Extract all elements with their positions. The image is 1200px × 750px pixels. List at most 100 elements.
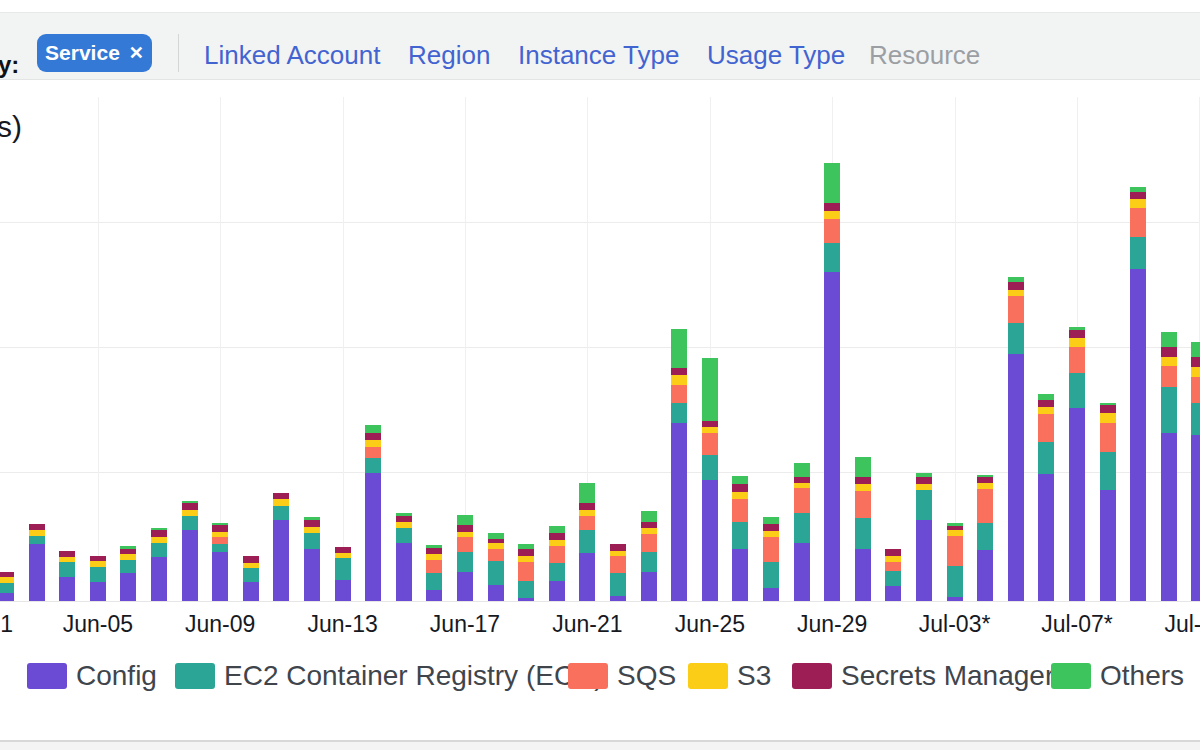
bar-jun-20[interactable]	[549, 526, 565, 601]
chart-title-partial: s)	[0, 110, 22, 144]
s3-segment	[1038, 407, 1054, 414]
x-axis-line	[0, 601, 1200, 602]
ecr-segment	[273, 506, 289, 520]
legend-item-config[interactable]: Config	[27, 660, 157, 692]
bar-jun-23[interactable]	[641, 511, 657, 601]
bar-jul-07[interactable]	[1069, 327, 1085, 601]
s3-segment	[1100, 413, 1116, 423]
ecr-segment	[335, 558, 351, 580]
bar-jun-02[interactable]	[0, 572, 14, 601]
secrets-segment	[855, 477, 871, 484]
bar-jun-09[interactable]	[212, 523, 228, 601]
bar-jun-26[interactable]	[732, 476, 748, 601]
sqs-segment	[1038, 414, 1054, 442]
legend-item-ecr[interactable]: EC2 Container Registry (ECR)	[175, 660, 604, 692]
bar-jun-17[interactable]	[457, 515, 473, 601]
bar-jun-11[interactable]	[273, 493, 289, 601]
config-segment	[855, 549, 871, 601]
others-segment	[732, 476, 748, 484]
bar-jul-10[interactable]	[1161, 332, 1177, 601]
bar-jun-10[interactable]	[243, 556, 259, 601]
sqs-segment	[426, 560, 442, 573]
legend-item-s3[interactable]: S3	[688, 660, 771, 692]
bar-jul-01[interactable]	[885, 549, 901, 601]
bar-jun-13[interactable]	[335, 547, 351, 601]
config-segment	[182, 530, 198, 601]
sqs-segment	[579, 516, 595, 530]
sqs-segment	[1191, 377, 1200, 403]
bar-jul-06[interactable]	[1038, 394, 1054, 601]
bar-jun-08[interactable]	[182, 501, 198, 601]
sqs-segment	[1069, 347, 1085, 373]
config-segment	[488, 585, 504, 601]
bar-jun-30[interactable]	[855, 457, 871, 601]
sqs-segment	[732, 499, 748, 522]
sqs-segment	[947, 536, 963, 566]
bar-jun-29[interactable]	[824, 163, 840, 601]
bar-jun-18[interactable]	[488, 533, 504, 601]
ecr-segment	[732, 522, 748, 549]
vertical-gridline	[343, 97, 344, 601]
secrets-segment	[671, 368, 687, 375]
sqs-segment	[702, 433, 718, 455]
ecr-segment	[1038, 442, 1054, 474]
config-segment	[671, 423, 687, 601]
sqs-segment	[457, 537, 473, 552]
bar-jul-04[interactable]	[977, 475, 993, 601]
bar-jul-02[interactable]	[916, 473, 932, 601]
bar-jun-27[interactable]	[763, 517, 779, 601]
bar-jun-28[interactable]	[794, 463, 810, 601]
bar-jun-24[interactable]	[671, 329, 687, 601]
bar-jun-14[interactable]	[365, 425, 381, 601]
legend-item-secrets[interactable]: Secrets Manager	[792, 660, 1054, 692]
others-segment	[794, 463, 810, 477]
secrets-segment	[1191, 357, 1200, 367]
ecr-segment	[579, 530, 595, 553]
x-tick-jul-11: Jul-11*	[1164, 611, 1200, 638]
bar-jul-11[interactable]	[1191, 342, 1200, 601]
bar-jun-19[interactable]	[518, 544, 534, 601]
others-segment	[365, 425, 381, 433]
secrets-segment	[212, 525, 228, 532]
legend-item-sqs[interactable]: SQS	[568, 660, 676, 692]
config-segment	[212, 552, 228, 601]
legend-item-others[interactable]: Others	[1051, 660, 1184, 692]
bar-jul-03[interactable]	[947, 523, 963, 601]
ecr-segment	[824, 243, 840, 272]
bar-jul-08[interactable]	[1100, 403, 1116, 601]
bar-jun-05[interactable]	[90, 556, 106, 601]
config-segment	[1008, 354, 1024, 601]
others-segment	[641, 511, 657, 522]
secrets-segment	[579, 503, 595, 510]
x-tick-jun-09: Jun-09	[185, 611, 255, 638]
ecr-segment	[396, 528, 412, 543]
bar-jun-06[interactable]	[120, 546, 136, 601]
s3-segment	[732, 492, 748, 499]
ecr-segment	[702, 455, 718, 480]
s3-segment	[824, 211, 840, 219]
x-tick-jun-13: Jun-13	[307, 611, 377, 638]
bar-jun-16[interactable]	[426, 545, 442, 601]
others-segment	[671, 329, 687, 368]
vertical-gridline	[98, 97, 99, 601]
secrets-segment	[1130, 192, 1146, 199]
bar-jul-09[interactable]	[1130, 187, 1146, 601]
ecr-segment	[365, 458, 381, 473]
bar-jun-04[interactable]	[59, 551, 75, 601]
bar-jun-22[interactable]	[610, 544, 626, 601]
bar-jun-12[interactable]	[304, 517, 320, 601]
bar-jul-05[interactable]	[1008, 277, 1024, 601]
sqs-segment	[671, 385, 687, 403]
bar-jun-03[interactable]	[29, 524, 45, 601]
secrets-segment	[916, 477, 932, 484]
sqs-segment	[763, 537, 779, 562]
bar-jun-15[interactable]	[396, 513, 412, 601]
config-segment	[426, 590, 442, 601]
bar-jun-07[interactable]	[151, 528, 167, 601]
bar-jun-25[interactable]	[702, 358, 718, 601]
s3-segment	[855, 484, 871, 491]
bar-jun-21[interactable]	[579, 483, 595, 601]
config-segment	[1038, 474, 1054, 601]
x-tick-jun-01: Jun-01	[0, 611, 13, 638]
config-segment	[396, 543, 412, 601]
